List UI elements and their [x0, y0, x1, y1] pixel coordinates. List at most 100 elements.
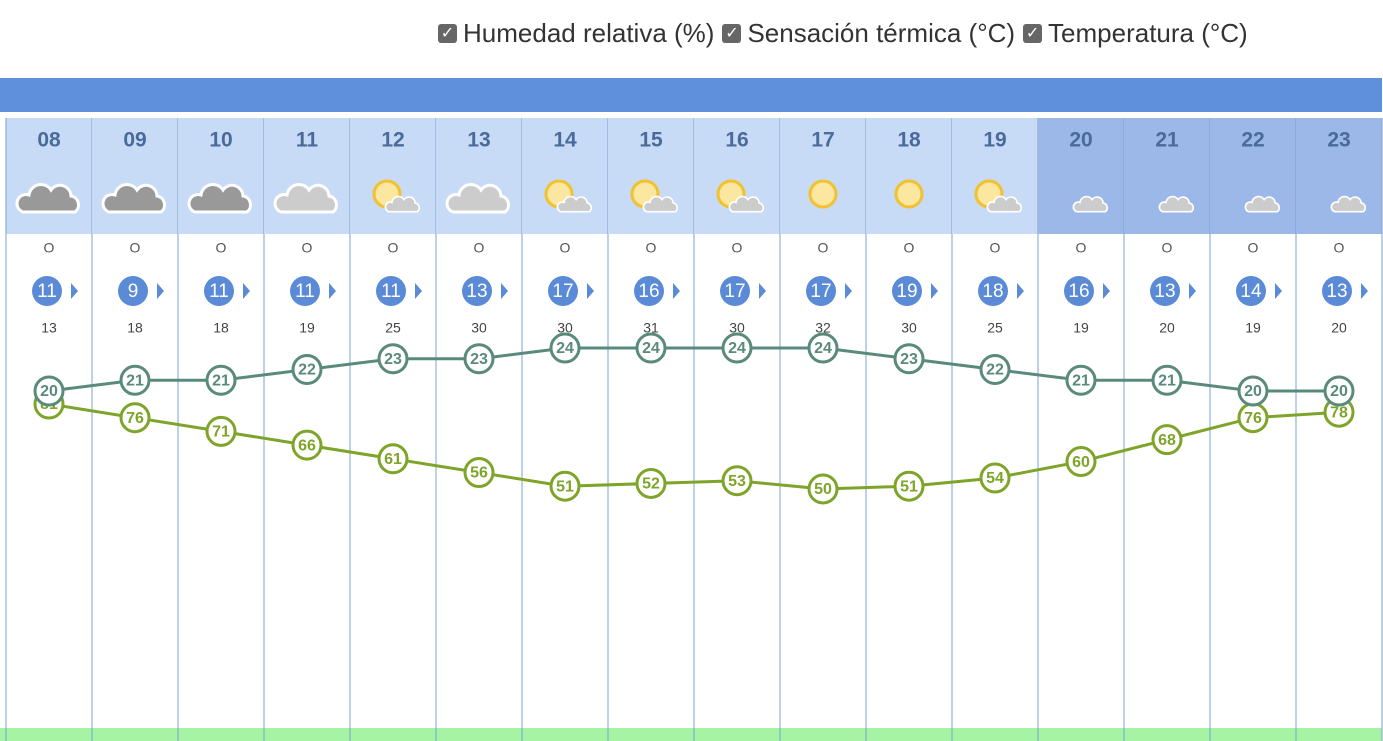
wind-direction: O: [646, 240, 657, 256]
gust: 19: [1245, 320, 1261, 336]
wind-direction: O: [302, 240, 313, 256]
cloud: [273, 183, 338, 214]
hour-cell: [264, 118, 350, 234]
point: [1151, 424, 1183, 456]
legend-label: Humedad relativa (%): [463, 18, 715, 48]
gust: 30: [729, 320, 745, 336]
legend-label: Sensación térmica (°C): [747, 18, 1016, 48]
point-label: 50: [814, 481, 832, 498]
wind-speed-badge: [978, 276, 1008, 306]
footer-strip: [0, 728, 1382, 741]
sun: [808, 179, 838, 209]
gust: 25: [385, 320, 401, 336]
cloud: [1330, 195, 1367, 213]
wind-direction: O: [474, 240, 485, 256]
point-label: 56: [470, 465, 488, 482]
wind-arrow: [931, 283, 938, 299]
hour-cell: [350, 118, 436, 234]
wind-speed: 16: [1068, 281, 1089, 302]
point: [33, 375, 65, 407]
gust: 20: [1159, 320, 1175, 336]
sun: [894, 179, 924, 209]
point: [119, 364, 151, 396]
point: [291, 429, 323, 461]
point-label: 21: [126, 372, 144, 389]
wind-arrow: [329, 283, 336, 299]
wind-speed: 17: [552, 281, 573, 302]
hour-label: 12: [381, 129, 404, 152]
wind-direction: O: [904, 240, 915, 256]
cloud: [986, 195, 1023, 213]
legend-item[interactable]: ✓ Humedad relativa (%): [438, 18, 714, 49]
wind-speed: 9: [128, 281, 139, 302]
point: [377, 343, 409, 375]
point-label: 22: [298, 362, 316, 379]
point-label: 20: [1330, 383, 1348, 400]
wind-speed: 13: [1326, 281, 1347, 302]
point: [1151, 364, 1183, 396]
header-bar: [0, 78, 1382, 112]
wind-speed-badge: [118, 276, 148, 306]
cloud: [728, 195, 765, 213]
wind-speed-badge: [892, 276, 922, 306]
cloud: [384, 195, 421, 213]
cloud: [101, 183, 166, 214]
hour-label: 10: [209, 129, 232, 152]
weather-icon: [187, 183, 252, 214]
wind-arrow: [501, 283, 508, 299]
point-label: 51: [900, 478, 918, 495]
point: [1065, 364, 1097, 396]
hour-label: 13: [467, 129, 490, 152]
point-label: 60: [1072, 454, 1090, 471]
wind-arrow: [845, 283, 852, 299]
gust: 13: [41, 320, 57, 336]
gust: 30: [901, 320, 917, 336]
gust: 19: [299, 320, 315, 336]
point: [721, 332, 753, 364]
cloud: [15, 183, 80, 214]
hour-cell: [780, 118, 866, 234]
point: [291, 354, 323, 385]
checkbox[interactable]: ✓: [1023, 24, 1043, 43]
wind-arrow: [673, 283, 680, 299]
point-label: 68: [1158, 432, 1176, 449]
checkbox[interactable]: ✓: [438, 24, 457, 43]
point: [549, 332, 581, 364]
gust: 30: [557, 320, 573, 336]
point: [893, 470, 925, 502]
wind-speed-badge: [806, 276, 836, 306]
point: [893, 343, 925, 375]
weather-icon: [808, 179, 838, 209]
wind-direction: O: [1248, 240, 1259, 256]
legend-item[interactable]: ✓ Sensación térmica (°C): [722, 18, 1015, 49]
cloud: [445, 183, 510, 214]
hour-label: 09: [123, 129, 146, 152]
weather-icon: [1242, 174, 1281, 213]
weather-icon: [1328, 174, 1367, 213]
weather-icon: [894, 179, 924, 209]
hour-label: 19: [983, 129, 1006, 152]
series-line: [48, 402, 1340, 491]
wind-direction: O: [1076, 240, 1087, 256]
point-label: 21: [212, 372, 230, 389]
hour-label: 15: [639, 129, 663, 152]
point: [463, 457, 495, 488]
wind-speed: 18: [982, 281, 1003, 302]
point-label: 61: [384, 451, 402, 468]
point: [807, 473, 839, 505]
gust: 18: [127, 320, 143, 336]
point-label: 51: [556, 478, 574, 495]
point: [721, 465, 753, 497]
checkbox[interactable]: ✓: [722, 24, 742, 43]
point: [1065, 446, 1097, 478]
weather-icon: [1156, 174, 1195, 213]
point: [1323, 375, 1355, 407]
point: [635, 332, 667, 364]
gust: 30: [471, 320, 487, 336]
hour-label: 21: [1155, 129, 1179, 152]
legend-item[interactable]: ✓ Temperatura (°C): [1023, 18, 1248, 49]
point-label: 66: [298, 437, 316, 454]
point-label: 78: [1330, 404, 1348, 421]
point-label: 21: [1158, 372, 1176, 389]
